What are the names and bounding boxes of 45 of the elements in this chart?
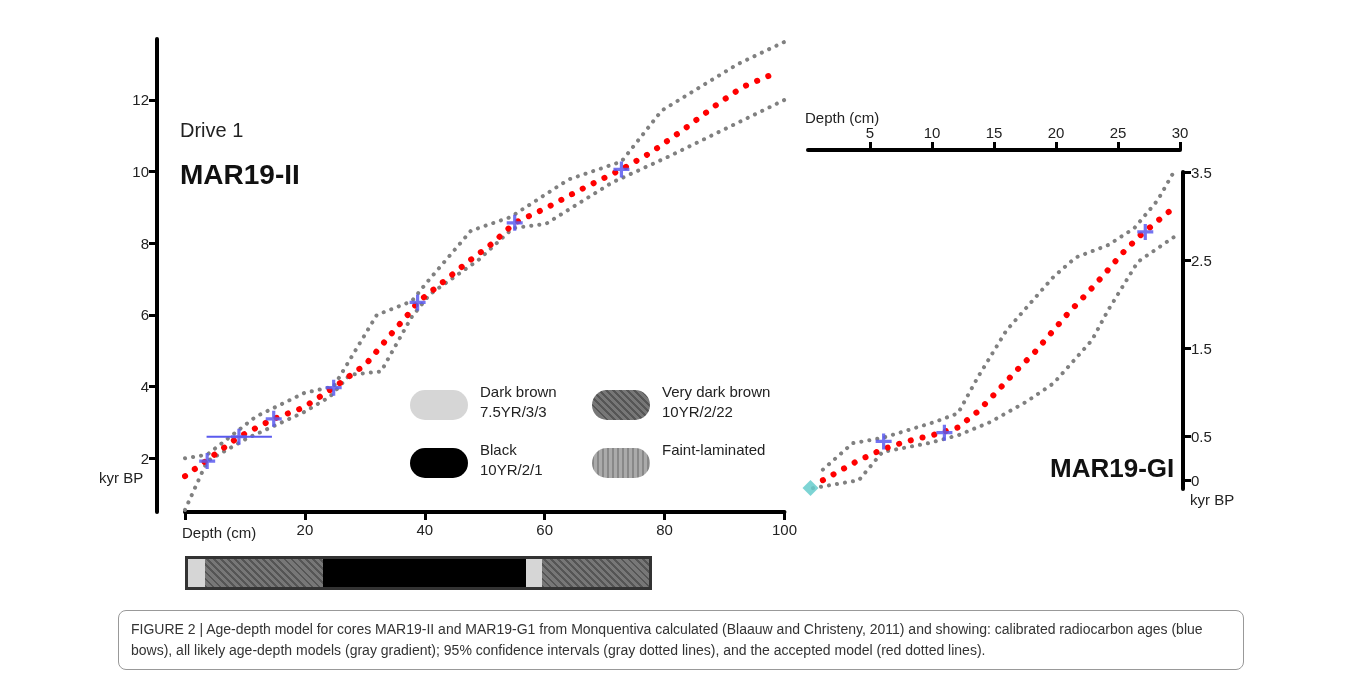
y-axis-title: kyr BP bbox=[1190, 491, 1235, 508]
y-tick-label: 0.5 bbox=[1191, 427, 1212, 445]
y-tick-label: 4 bbox=[140, 378, 149, 396]
x-tick-label: 25 bbox=[1109, 124, 1127, 141]
annotation: Very dark brown 10YR/2/22 bbox=[662, 382, 772, 422]
point bbox=[613, 161, 630, 178]
y-tick-label: 1.5 bbox=[1191, 339, 1212, 357]
point bbox=[1137, 223, 1154, 240]
x-tick-label: 5 bbox=[865, 124, 875, 141]
point bbox=[265, 410, 282, 427]
y-tick-label: 3.5 bbox=[1191, 163, 1212, 181]
y-tick-label: 12 bbox=[132, 91, 149, 109]
text: Drive 1 bbox=[180, 119, 244, 141]
annotation: Dark brown 7.5YR/3/3 bbox=[480, 382, 558, 422]
point bbox=[506, 214, 523, 231]
x-tick-label: 80 bbox=[656, 521, 673, 538]
y-tick-label: 10 bbox=[132, 163, 149, 181]
y-tick-label: 6 bbox=[140, 306, 149, 324]
y-tick-label: 2 bbox=[140, 449, 149, 467]
point bbox=[802, 480, 819, 497]
x-tick-label: 40 bbox=[416, 521, 434, 538]
point bbox=[230, 428, 247, 445]
text: MAR19-II bbox=[180, 158, 300, 190]
x-tick-label: 15 bbox=[985, 124, 1003, 141]
y-tick-label: 0 bbox=[1191, 471, 1200, 489]
x-axis-title: Depth (cm) bbox=[805, 109, 880, 126]
point bbox=[325, 379, 342, 396]
x-tick-label: 100 bbox=[771, 521, 797, 538]
point bbox=[409, 294, 426, 311]
caption: FIGURE 2 | Age-depth model for cores MAR19-II and MAR19-G1 from Monquentiva calculated (Blaauw and Christeny, 2011) and showing: calibrated radiocarbon ages (blue bows), all likely age-depth models (gray gradient); 95% confidence intervals (gray dotted lines), and the accepted model (red dotted lines). bbox=[118, 610, 1244, 670]
x-tick-label: 20 bbox=[1047, 124, 1065, 141]
x-tick-label: 30 bbox=[1171, 124, 1189, 141]
y-tick-label: 8 bbox=[140, 234, 149, 252]
annotation: Faint-laminated bbox=[662, 440, 767, 460]
y-axis-title: kyr BP bbox=[99, 469, 144, 486]
point bbox=[936, 424, 953, 441]
point bbox=[875, 433, 892, 450]
x-tick-label: 60 bbox=[536, 521, 554, 538]
annotation: Black 10YR/2/1 bbox=[480, 440, 544, 480]
x-tick-label: 20 bbox=[296, 521, 314, 538]
x-axis-title: Depth (cm) bbox=[182, 524, 257, 541]
point bbox=[199, 453, 216, 470]
text: MAR19-GI bbox=[1050, 453, 1175, 483]
x-tick-label: 10 bbox=[923, 124, 941, 141]
y-tick-label: 2.5 bbox=[1191, 251, 1212, 269]
